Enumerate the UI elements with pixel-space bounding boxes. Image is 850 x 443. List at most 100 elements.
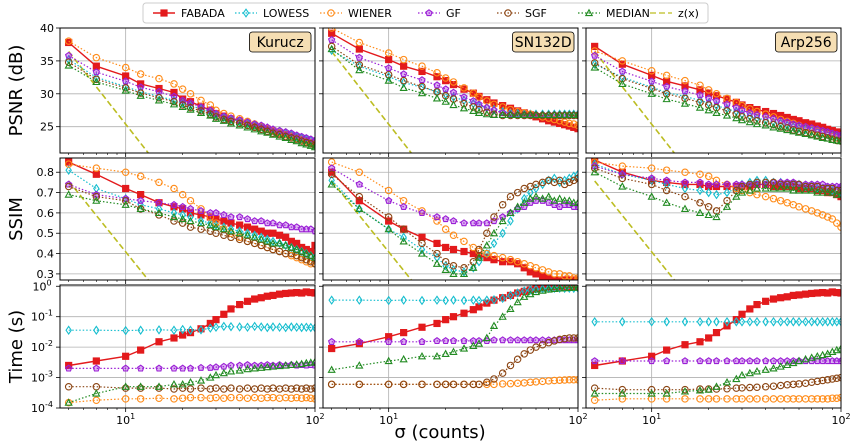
series-sgf-point [526,346,535,354]
series-lowess-point [808,317,815,327]
series-sgf-point [828,184,837,193]
series-median-point [526,194,535,202]
series-median-point [292,136,301,145]
series-median-point [569,285,578,291]
series-median-point [538,194,547,202]
series-sgf-line [594,167,841,212]
series-gf-point [723,100,731,108]
series-gf-point [170,200,178,208]
series-median-point [828,188,837,196]
series-gf-line [331,167,578,224]
series-sgf-point [550,337,559,345]
series-median-point [489,110,499,118]
series-gf-point [696,178,704,186]
panel-frame [322,27,579,154]
series-median-point [704,385,713,393]
series-sgf-point [789,380,798,389]
series-lowess-point [514,288,521,298]
series-gf-point [704,357,713,365]
series-median-point [399,354,408,363]
series-median-point [712,382,721,390]
series-wiener-point [302,393,311,402]
series-wiener-point [212,393,220,402]
legend-entry-median: MEDIAN [578,7,650,20]
series-median-point [206,220,215,229]
series-median-point [154,208,164,217]
series-fabada-point [275,290,284,298]
series-lowess-point [753,317,761,327]
series-fabada-point [663,346,671,354]
series-wiener-point [178,190,187,199]
series-fabada-point [92,170,100,178]
series-sgf-point [807,378,816,387]
series-lowess-point [207,218,214,228]
series-lowess-point [187,325,194,335]
series-fabada-point [795,291,803,299]
series-median-point [647,389,656,397]
series-gf-point [490,336,498,344]
series-median-point [178,379,187,388]
series-wiener-point [92,396,101,404]
series-median-point [449,347,458,355]
series-median-point [807,186,816,194]
series-lowess-point [385,71,392,82]
series-fabada-point [355,45,363,53]
series-gf-point [235,213,244,221]
series-lowess-point [460,295,468,306]
series-wiener-point [570,375,578,384]
series-gf-point [243,361,252,369]
series-median-point [807,353,816,361]
series-lowess-point [551,285,558,294]
series-median-point [399,237,408,245]
series-lowess-point [802,317,809,327]
series-median-point [526,289,535,298]
x-axis-label: σ (counts) [394,422,485,443]
series-lowess-point [155,325,163,335]
series-wiener-point [227,393,235,402]
series-fabada-point [385,333,393,341]
series-median-point [250,232,259,241]
series-wiener-point [723,395,731,403]
series-wiener-point [696,81,704,89]
legend-swatch-marker [425,9,433,17]
series-wiener-point [570,120,578,128]
series-wiener-point [776,196,785,205]
series-lowess-point [733,317,740,327]
series-sgf-point [647,385,656,394]
series-median-point [482,241,491,249]
series-sgf-point [823,184,832,193]
series-wiener-point [121,63,130,72]
series-median-point [169,379,179,388]
series-lowess-point [770,317,777,327]
series-median-point [823,134,832,142]
series-median-point [178,102,187,111]
series-sgf-point [681,385,689,394]
series-fabada-point [442,243,450,252]
series-sgf-point [513,188,522,197]
series-median-point [712,108,721,116]
series-sgf-point [355,61,364,69]
series-wiener-point [287,394,296,402]
series-median-point [573,285,578,291]
panel-frame [585,27,842,154]
series-fabada-point [400,62,408,70]
series-gf-point [275,221,284,229]
series-sgf-point [292,135,301,143]
series-gf-point [186,364,195,372]
series-gf-point [696,357,704,365]
series-gf-point [136,364,145,372]
series-gf-point [170,364,178,372]
series-fabada-point [418,323,426,331]
panel-label-box [775,31,838,53]
series-wiener-point [399,196,408,205]
series-gf-point [257,217,265,225]
series-group [590,42,841,153]
series-group [64,158,315,280]
series-fabada-point [269,229,277,237]
series-lowess-point [288,242,295,253]
series-wiener-point [384,49,393,57]
series-median-point [647,89,656,97]
series-gf-point [399,337,408,345]
series-median-point [211,370,221,379]
series-gf-point [469,219,478,227]
